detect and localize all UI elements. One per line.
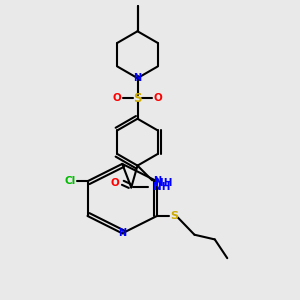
Text: O: O [153, 93, 162, 103]
Text: N: N [118, 228, 126, 238]
Text: N: N [134, 73, 142, 83]
Text: N: N [153, 176, 161, 186]
Text: NH: NH [155, 178, 172, 188]
Text: NH: NH [153, 182, 171, 193]
Text: O: O [113, 93, 122, 103]
Text: Cl: Cl [65, 176, 76, 186]
Text: O: O [110, 178, 119, 188]
Text: S: S [133, 92, 142, 105]
Text: S: S [170, 211, 178, 221]
